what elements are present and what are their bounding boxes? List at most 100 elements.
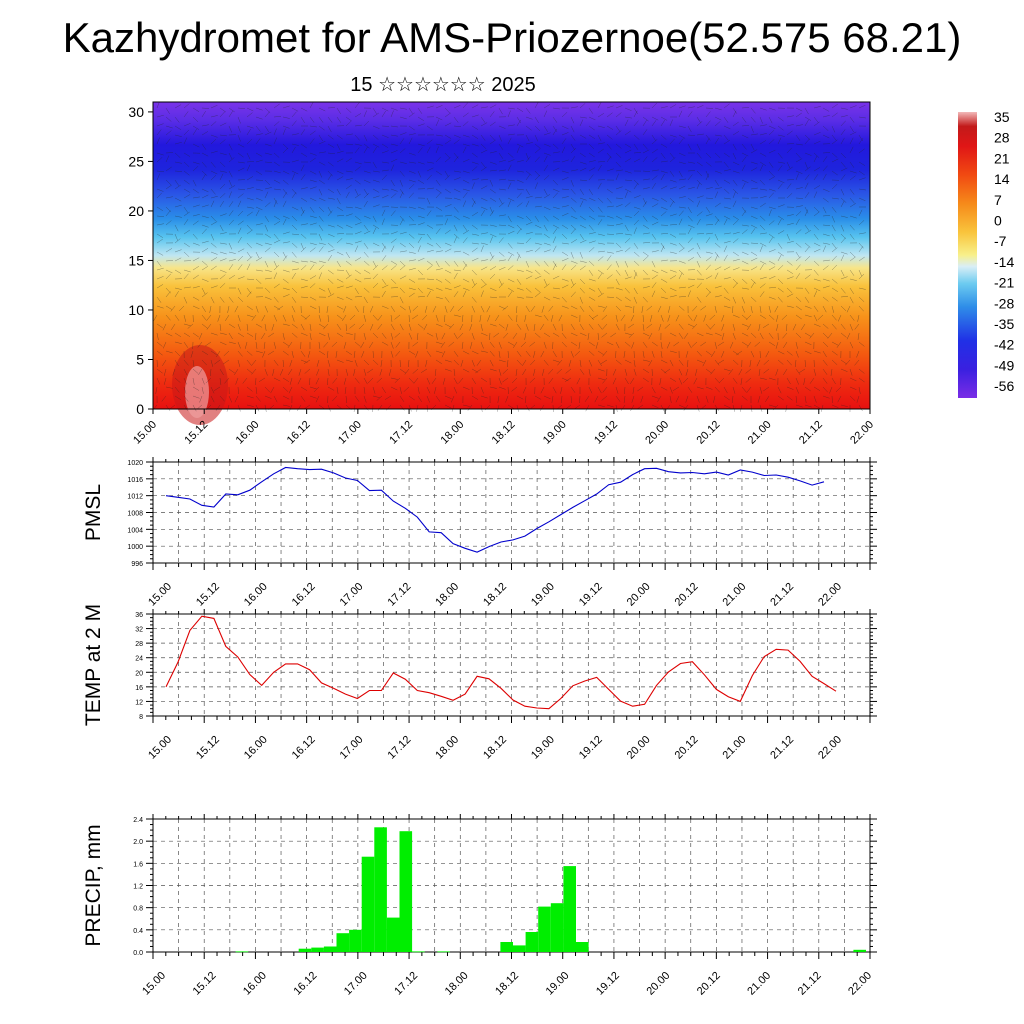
wind-barb [489,179,494,187]
wind-barb [246,386,253,392]
wind-barb [336,158,344,163]
wind-barb [525,174,531,181]
wind-barb [858,188,866,191]
wind-barb [471,278,476,286]
wind-barb [777,179,785,184]
wind-barb [723,386,728,394]
wind-barb [588,314,595,321]
wind-barb [435,146,439,154]
wind-barb [759,140,767,145]
wind-barb [192,377,195,385]
wind-barb [219,200,224,208]
wind-barb [309,197,317,202]
precip-bar [361,856,375,952]
wind-barb [633,143,639,150]
wind-barb [336,285,344,289]
wind-barb [550,314,554,322]
wind-barb [497,404,500,412]
wind-barb [228,157,235,163]
temp-y-tick-label: 12 [135,699,143,706]
wind-barb [434,386,437,394]
wind-barb [534,269,541,275]
wind-barb [822,245,827,253]
wind-barb [642,119,647,127]
wind-barb [399,138,405,145]
wind-barb [372,161,377,169]
wind-barb [831,255,837,262]
wind-barb [777,116,784,122]
wind-barb [363,269,371,274]
wind-barb [479,314,482,322]
wind-barb [849,203,857,208]
wind-barb [831,287,839,292]
wind-barb [588,350,595,356]
wind-barb [435,188,442,194]
wind-barb [174,224,179,232]
wind-barb [183,123,191,127]
wind-barb [327,314,329,323]
wind-barb [669,395,672,403]
wind-barb [606,215,614,219]
wind-barb [417,295,425,298]
wind-barb [264,152,272,155]
precip-y-tick-label: 0.8 [133,906,143,913]
wind-barb [846,332,851,340]
wind-barb [687,106,695,109]
wind-barb [431,377,437,384]
wind-barb [628,332,635,338]
wind-barb [561,112,568,118]
wind-barb [372,112,379,118]
wind-barb [525,269,533,273]
wind-barb [156,223,164,226]
wind-barb [327,152,336,155]
cross-section-x-tick-label: 21.12 [797,419,825,447]
wind-barb [444,359,452,363]
wind-barb [786,161,791,169]
wind-barb [246,161,255,163]
wind-barb [201,194,209,199]
wind-barb [237,359,241,367]
wind-barb [696,269,702,276]
wind-barb [597,101,602,109]
wind-barb [381,278,387,285]
precip-bar [311,947,324,952]
wind-barb [336,386,339,394]
wind-barb [261,332,266,340]
wind-barb [228,210,234,217]
wind-barb [705,232,713,235]
wind-barb [205,377,212,384]
wind-barb [786,276,794,280]
wind-barb [390,314,393,322]
wind-barb [444,134,452,139]
wind-barb [597,273,603,280]
wind-barb [309,125,317,128]
wind-barb [363,242,369,249]
wind-barb [273,161,280,167]
wind-barb [462,263,467,271]
wind-barb [552,128,557,136]
wind-barb [399,305,406,311]
wind-barb [327,233,335,237]
wind-barb [813,132,821,136]
wind-barb [597,368,605,372]
wind-barb [264,125,269,133]
precip-bar [538,906,551,952]
wind-barb [486,305,491,313]
wind-barb [723,161,729,168]
wind-barb [687,290,691,298]
wind-barb [651,102,658,109]
wind-barb [781,314,788,320]
pmsl-y-tick-label: 1016 [127,477,143,484]
wind-barb [210,359,214,367]
wind-barb [480,332,488,336]
wind-barb [165,196,173,199]
wind-barb [660,206,668,210]
wind-barb [210,285,218,289]
wind-barb [534,292,541,298]
wind-barb [369,341,374,349]
wind-barb [426,105,434,109]
wind-barb [489,151,497,154]
wind-barb [687,257,695,262]
wind-barb [795,134,801,141]
wind-barb [502,368,509,374]
